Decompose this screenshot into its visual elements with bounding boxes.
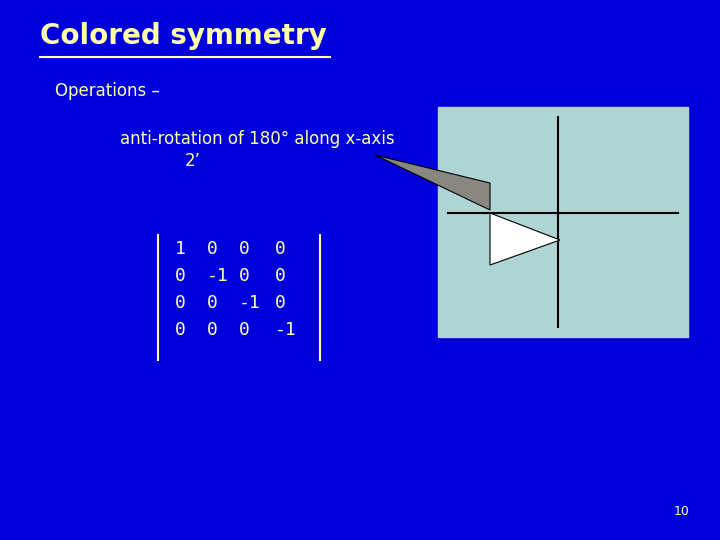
Text: 0: 0 (207, 294, 218, 312)
Text: 0: 0 (239, 267, 250, 285)
Polygon shape (375, 155, 490, 210)
Text: 0: 0 (239, 240, 250, 258)
Bar (438, 107, 688, 337)
Text: 1: 1 (175, 240, 186, 258)
Text: -1: -1 (207, 267, 229, 285)
Text: 0: 0 (275, 240, 286, 258)
Text: 0: 0 (275, 267, 286, 285)
Text: anti-rotation of 180° along x-axis: anti-rotation of 180° along x-axis (120, 130, 395, 148)
Text: 0: 0 (275, 294, 286, 312)
Text: 0: 0 (207, 321, 218, 339)
Text: 10: 10 (674, 505, 690, 518)
Text: -1: -1 (275, 321, 297, 339)
Text: 0: 0 (175, 267, 186, 285)
Text: 0: 0 (175, 321, 186, 339)
Polygon shape (490, 213, 560, 265)
Text: Colored symmetry: Colored symmetry (40, 22, 327, 50)
Text: -1: -1 (239, 294, 261, 312)
Text: 0: 0 (207, 240, 218, 258)
Text: 0: 0 (239, 321, 250, 339)
Text: 2’: 2’ (185, 152, 201, 170)
Text: Operations –: Operations – (55, 82, 160, 100)
Text: 0: 0 (175, 294, 186, 312)
